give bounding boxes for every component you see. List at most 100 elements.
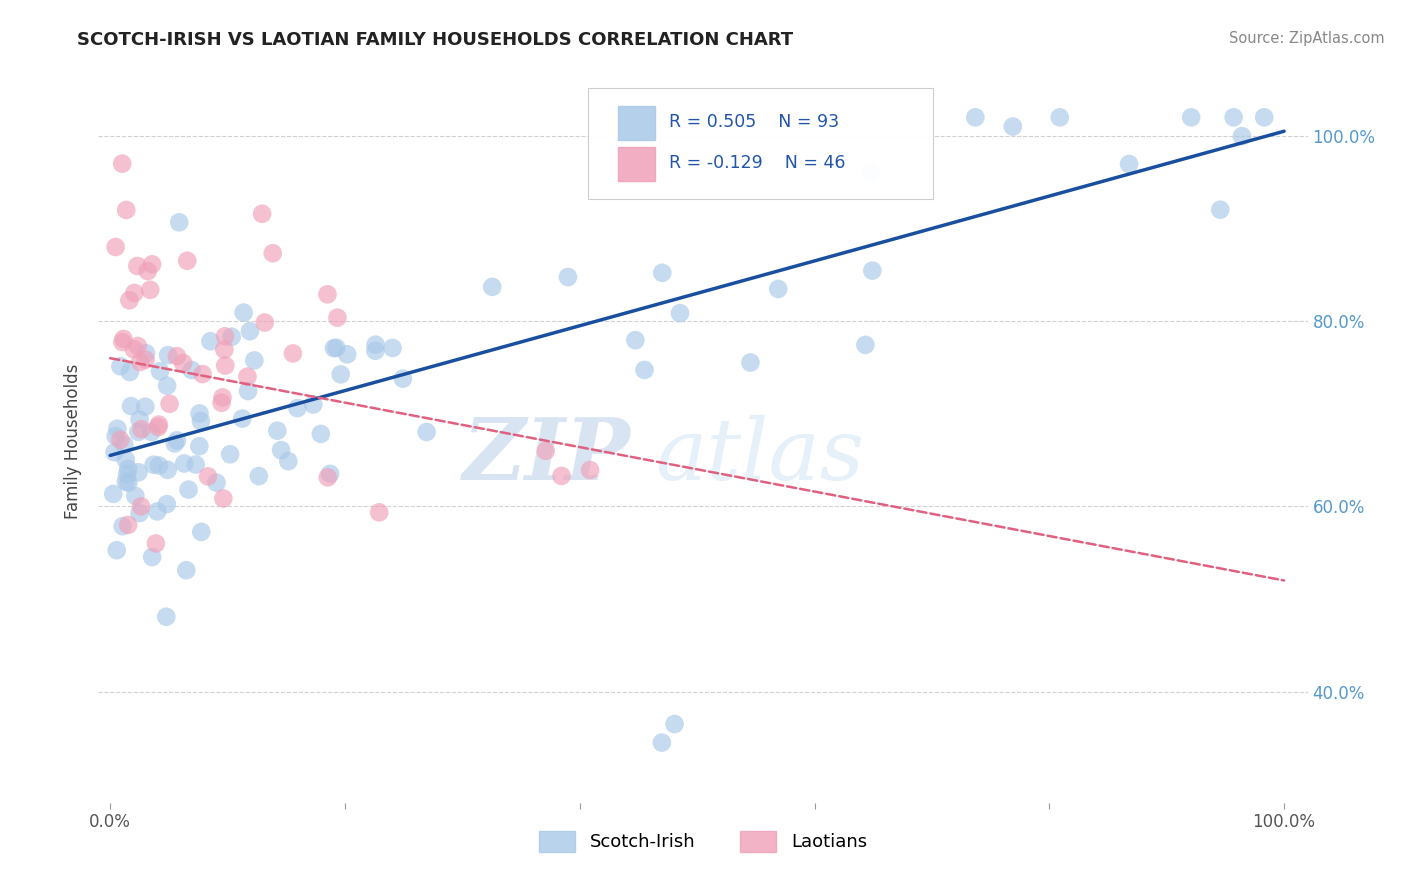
Point <box>1001 120 1024 134</box>
Point <box>481 280 503 294</box>
Point <box>550 469 572 483</box>
Point <box>148 420 170 434</box>
Point <box>145 536 167 550</box>
Point <box>197 469 219 483</box>
Point <box>219 447 242 461</box>
Point <box>214 359 236 373</box>
Point <box>156 378 179 392</box>
Point <box>364 343 387 358</box>
Text: atlas: atlas <box>655 415 863 498</box>
Point <box>128 506 150 520</box>
Point <box>148 458 170 473</box>
Point <box>105 422 128 436</box>
Point <box>336 347 359 361</box>
Point <box>287 401 309 416</box>
Point <box>651 266 673 280</box>
Point <box>118 293 141 308</box>
Point <box>139 283 162 297</box>
Point <box>1222 111 1244 125</box>
Point <box>176 253 198 268</box>
Point <box>156 497 179 511</box>
Point <box>118 365 141 379</box>
Point <box>117 462 139 476</box>
Point <box>214 343 236 357</box>
Point <box>157 348 180 362</box>
Point <box>155 609 177 624</box>
Point <box>110 433 132 447</box>
Point <box>1253 111 1275 125</box>
Bar <box>619 147 655 181</box>
Point <box>173 457 195 471</box>
Point <box>176 563 198 577</box>
Point <box>114 475 136 489</box>
Point <box>111 334 134 349</box>
Point <box>415 425 437 439</box>
Text: Source: ZipAtlas.com: Source: ZipAtlas.com <box>1229 31 1385 46</box>
Point <box>188 407 211 421</box>
Text: SCOTCH-IRISH VS LAOTIAN FAMILY HOUSEHOLDS CORRELATION CHART: SCOTCH-IRISH VS LAOTIAN FAMILY HOUSEHOLD… <box>77 31 793 49</box>
Point <box>115 202 138 217</box>
Point <box>200 334 222 349</box>
Point <box>124 489 146 503</box>
Point <box>110 359 132 374</box>
Point <box>579 463 602 477</box>
Point <box>221 330 243 344</box>
Point <box>127 339 149 353</box>
Point <box>368 505 391 519</box>
Point <box>669 306 692 320</box>
Point <box>128 412 150 426</box>
Y-axis label: Family Households: Family Households <box>65 364 83 519</box>
Bar <box>619 105 655 140</box>
Point <box>190 524 212 539</box>
Point <box>211 396 233 410</box>
Point <box>177 483 200 497</box>
Point <box>104 240 127 254</box>
Point <box>1049 111 1071 125</box>
Point <box>166 434 188 448</box>
Point <box>253 316 276 330</box>
Point <box>166 349 188 363</box>
Point <box>381 341 404 355</box>
Point <box>105 543 128 558</box>
Point <box>232 305 254 319</box>
Point <box>122 343 145 357</box>
Point <box>103 445 125 459</box>
Point <box>114 452 136 467</box>
Point <box>319 467 342 481</box>
Point <box>965 111 987 125</box>
Legend: Scotch-Irish, Laotians: Scotch-Irish, Laotians <box>531 823 875 859</box>
Point <box>392 371 415 385</box>
Point <box>624 333 647 347</box>
Point <box>766 282 789 296</box>
Point <box>231 411 253 425</box>
Point <box>329 368 352 382</box>
Point <box>159 397 181 411</box>
Point <box>127 259 149 273</box>
Point <box>190 414 212 428</box>
Point <box>326 310 349 325</box>
Point <box>141 549 163 564</box>
Point <box>115 467 138 482</box>
Point <box>117 517 139 532</box>
Point <box>149 364 172 378</box>
Point <box>651 736 673 750</box>
Point <box>146 504 169 518</box>
FancyBboxPatch shape <box>588 87 932 200</box>
Text: ZIP: ZIP <box>463 414 630 498</box>
Point <box>167 215 190 229</box>
Point <box>211 391 233 405</box>
Point <box>247 469 270 483</box>
Point <box>111 519 134 533</box>
Point <box>191 367 214 381</box>
Point <box>243 353 266 368</box>
Point <box>129 500 152 514</box>
Point <box>112 332 135 346</box>
Point <box>172 356 194 370</box>
Point <box>239 324 262 338</box>
Text: R = 0.505    N = 93: R = 0.505 N = 93 <box>669 113 839 131</box>
Point <box>316 470 339 484</box>
Point <box>236 369 259 384</box>
Point <box>180 363 202 377</box>
Point <box>860 263 883 277</box>
Point <box>214 329 236 343</box>
